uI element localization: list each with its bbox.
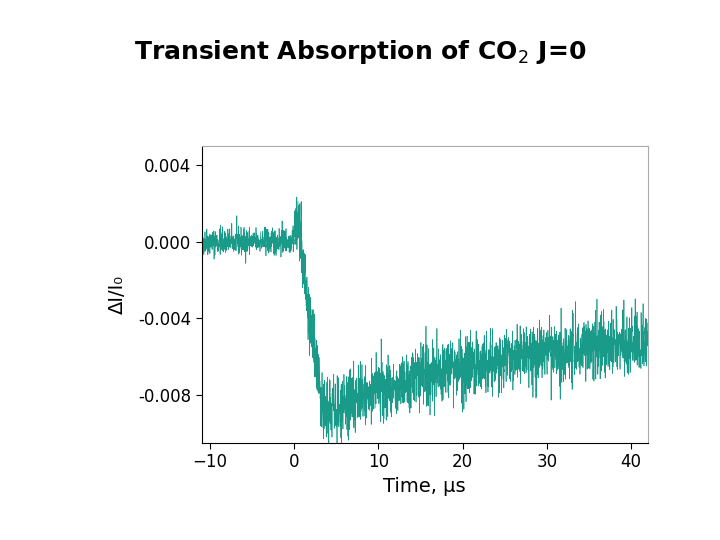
Text: Transient Absorption of CO$_2$ J=0: Transient Absorption of CO$_2$ J=0	[134, 38, 586, 66]
X-axis label: Time, μs: Time, μs	[384, 477, 466, 496]
Y-axis label: ΔI/I₀: ΔI/I₀	[108, 275, 127, 314]
